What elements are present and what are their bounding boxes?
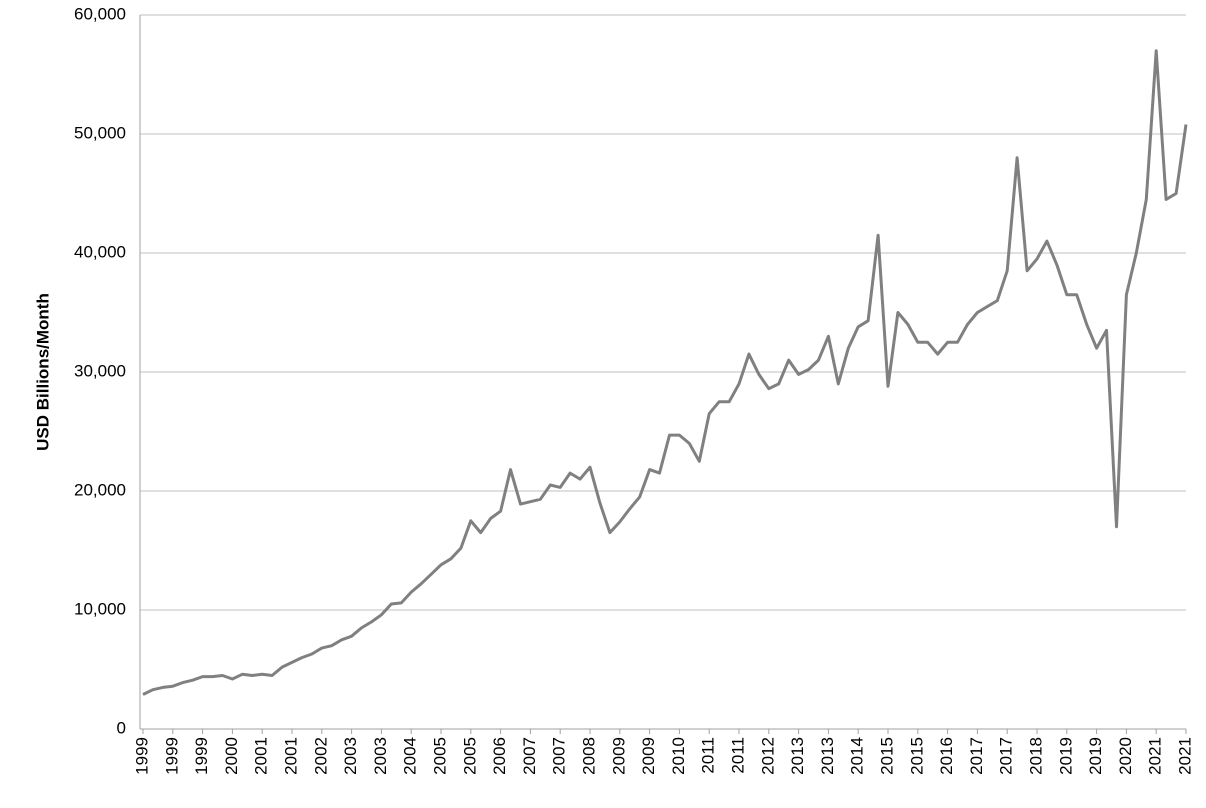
x-tick-label: 2012: [758, 737, 777, 775]
x-tick-label: 2011: [699, 737, 718, 774]
y-tick-label: 40,000: [74, 242, 126, 261]
x-tick-label: 2007: [520, 737, 539, 775]
x-tick-label: 2000: [222, 737, 241, 775]
x-tick-label: 2005: [430, 737, 449, 775]
x-tick-label: 2006: [490, 737, 509, 775]
x-tick-label: 2015: [877, 737, 896, 775]
x-tick-label: 2003: [371, 737, 390, 775]
y-tick-label: 60,000: [74, 4, 126, 23]
x-tick-label: 2013: [788, 737, 807, 775]
x-tick-label: 2001: [252, 737, 271, 775]
x-tick-label: 2003: [341, 737, 360, 775]
x-tick-label: 1999: [132, 737, 151, 775]
x-tick-label: 2008: [579, 737, 598, 775]
x-tick-label: 2021: [1175, 737, 1194, 775]
y-tick-label: 0: [117, 718, 126, 737]
x-tick-label: 2001: [281, 737, 300, 775]
y-tick-label: 50,000: [74, 123, 126, 142]
x-tick-label: 2017: [997, 737, 1016, 775]
x-tick-label: 2015: [907, 737, 926, 775]
x-tick-label: 2005: [460, 737, 479, 775]
x-tick-label: 2009: [639, 737, 658, 775]
x-tick-label: 2019: [1056, 737, 1075, 775]
y-tick-label: 20,000: [74, 480, 126, 499]
x-tick-label: 2019: [1086, 737, 1105, 775]
x-tick-label: 2021: [1146, 737, 1165, 775]
x-tick-label: 2014: [848, 737, 867, 775]
y-tick-label: 10,000: [74, 599, 126, 618]
x-tick-label: 2011: [728, 737, 747, 774]
y-axis-label: USD Billions/Month: [33, 293, 52, 451]
y-tick-label: 30,000: [74, 361, 126, 380]
x-tick-label: 2016: [937, 737, 956, 775]
x-tick-label: 2018: [1026, 737, 1045, 775]
x-tick-label: 2002: [311, 737, 330, 775]
data-line: [142, 49, 1188, 696]
x-tick-label: 2013: [818, 737, 837, 775]
x-tick-label: 2017: [967, 737, 986, 775]
x-tick-label: 2004: [401, 737, 420, 775]
x-tick-label: 1999: [192, 737, 211, 775]
x-tick-label: 2010: [669, 737, 688, 775]
x-tick-label: 2009: [609, 737, 628, 775]
x-tick-label: 2007: [550, 737, 569, 775]
x-tick-label: 1999: [162, 737, 181, 775]
x-tick-label: 2020: [1116, 737, 1135, 775]
